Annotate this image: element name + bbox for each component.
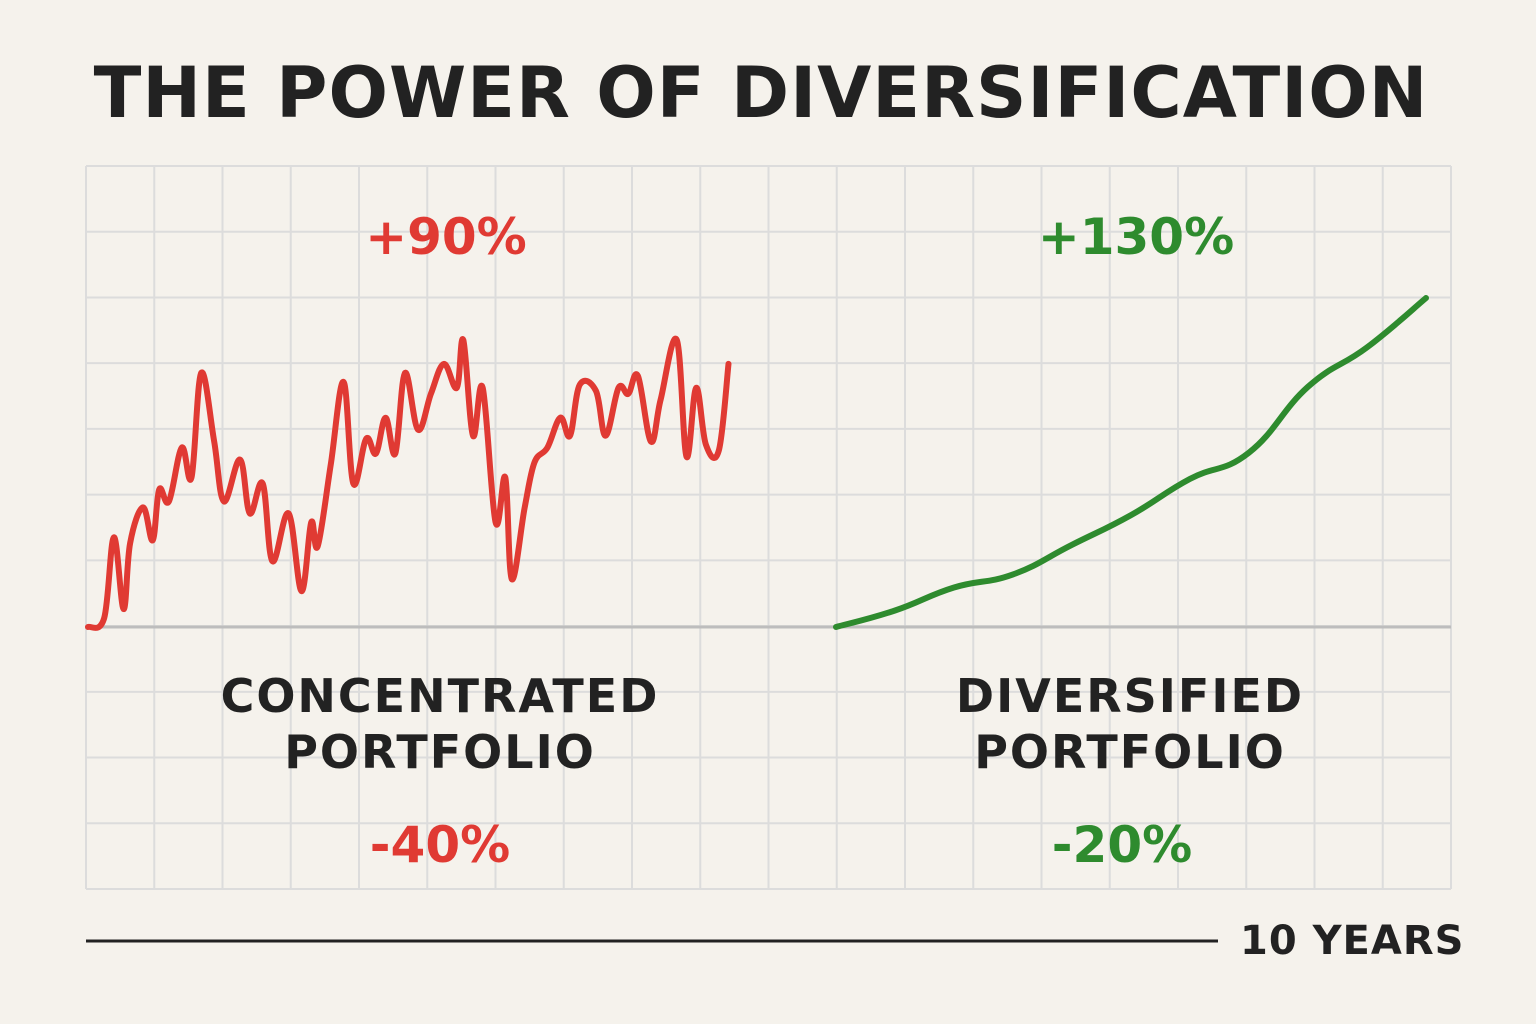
diversified-portfolio-line	[833, 295, 1429, 630]
concentrated-title-line2: PORTFOLIO	[284, 725, 596, 779]
timeline-label: 10 YEARS	[1240, 918, 1465, 964]
diversified-title-line2: PORTFOLIO	[974, 725, 1286, 779]
chart-title: THE POWER OF DIVERSIFICATION	[93, 52, 1429, 134]
grid-lines	[85, 165, 1452, 890]
series-lines	[85, 295, 1429, 631]
diversified-gain-label: +130%	[1037, 208, 1235, 266]
concentrated-title-line1: CONCENTRATED	[220, 669, 660, 723]
diversified-drawdown-label: -20%	[1051, 816, 1193, 874]
concentrated-portfolio-line	[85, 335, 732, 631]
concentrated-gain-label: +90%	[365, 208, 527, 266]
concentrated-drawdown-label: -40%	[369, 816, 511, 874]
diversified-title-line1: DIVERSIFIED	[955, 669, 1305, 723]
